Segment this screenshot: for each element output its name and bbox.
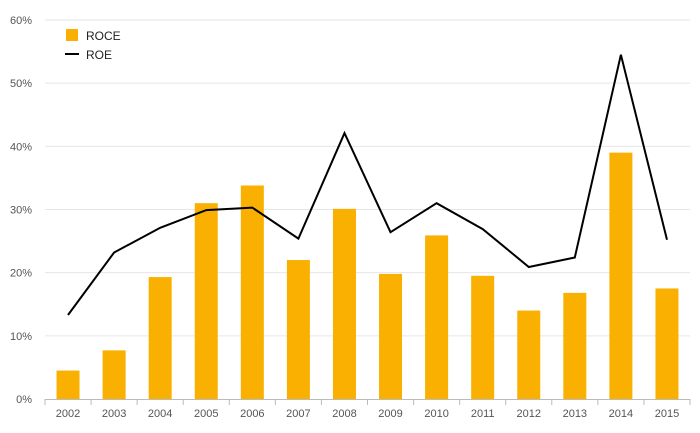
roce-bar: [609, 152, 633, 399]
x-tick-label: 2006: [240, 408, 264, 420]
roce-bar: [102, 350, 126, 399]
x-tick-label: 2011: [471, 408, 495, 420]
legend-roce-swatch: [66, 29, 78, 41]
x-tick-label: 2009: [378, 408, 402, 420]
roce-bar: [332, 208, 356, 399]
roce-bar: [655, 288, 679, 399]
roce-bar: [240, 185, 264, 399]
x-tick-label: 2010: [424, 408, 448, 420]
roce-bar: [471, 275, 495, 399]
y-tick-label: 30%: [10, 205, 32, 217]
roce-bar: [379, 273, 403, 399]
x-tick-label: 2007: [286, 408, 310, 420]
y-tick-label: 0%: [16, 394, 32, 406]
roce-bar: [194, 203, 218, 399]
x-tick-label: 2004: [148, 408, 172, 420]
x-tick-label: 2015: [655, 408, 679, 420]
y-tick-label: 20%: [10, 268, 32, 280]
x-tick-label: 2008: [332, 408, 356, 420]
y-tick-label: 40%: [10, 141, 32, 153]
legend-roce-label: ROCE: [86, 29, 121, 43]
y-tick-label: 50%: [10, 78, 32, 90]
roce-bar: [563, 292, 587, 399]
y-tick-label: 10%: [10, 331, 32, 343]
x-tick-label: 2002: [56, 408, 80, 420]
roe-line-series: [67, 54, 668, 316]
x-tick-label: 2012: [517, 408, 541, 420]
legend-roe-label: ROE: [86, 48, 112, 62]
x-tick-label: 2014: [609, 408, 633, 420]
roce-bar: [148, 277, 172, 399]
roce-bar: [286, 260, 310, 399]
x-tick-label: 2005: [194, 408, 218, 420]
roce-bars: [56, 152, 679, 399]
roce-bar: [425, 235, 449, 399]
roce-bar: [517, 310, 541, 399]
legend: ROCE ROE: [65, 29, 121, 62]
roe-line: [67, 54, 668, 316]
y-axis: 0% 10% 20% 30% 40% 50% 60%: [10, 15, 32, 406]
y-tick-label: 60%: [10, 15, 32, 27]
x-tick-label: 2013: [563, 408, 587, 420]
roce-bar: [56, 370, 80, 399]
x-axis: 2002 2003 2004 2005 2006 2007 2008 2009 2010 2011…: [44, 399, 691, 420]
x-tick-label: 2003: [102, 408, 126, 420]
